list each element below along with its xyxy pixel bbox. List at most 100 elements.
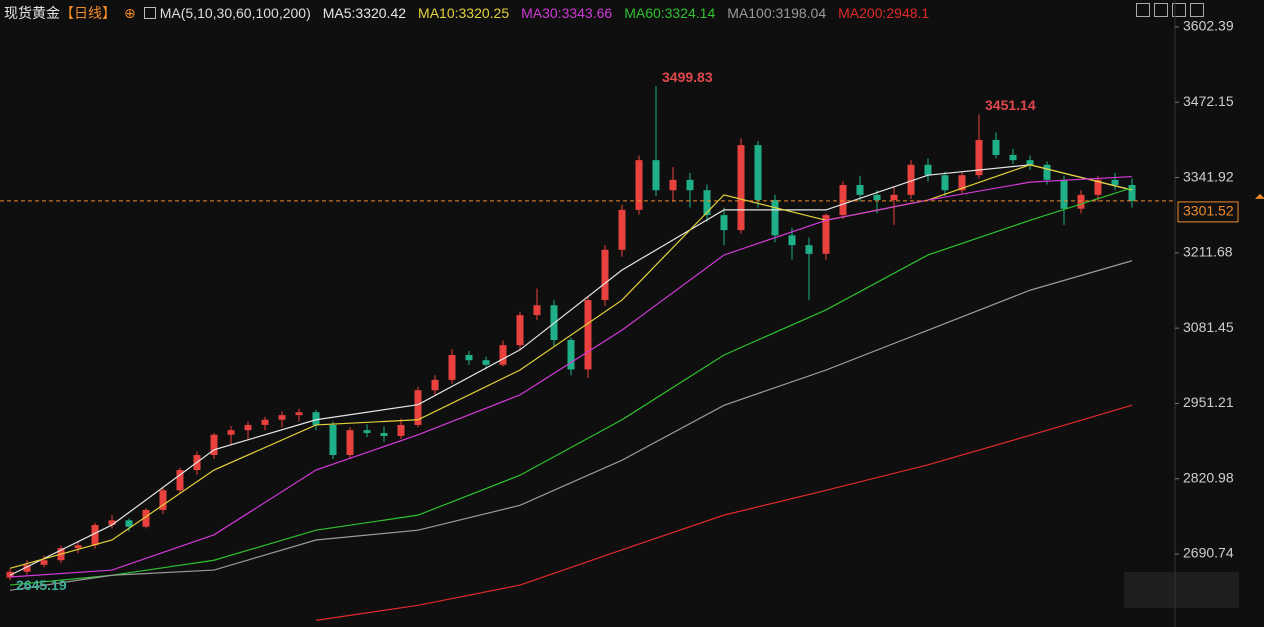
candle-body: [907, 164, 915, 195]
candle-body: [703, 190, 711, 216]
candle-body: [601, 249, 609, 301]
last-price-box: [1177, 201, 1239, 223]
candle-body: [839, 185, 847, 216]
candle-body: [278, 415, 286, 420]
candle-body: [448, 354, 456, 380]
candle-body: [856, 185, 864, 195]
candle-body: [805, 245, 813, 254]
candle-body: [227, 430, 235, 435]
candle-body: [295, 412, 303, 416]
ma-line: [9, 260, 1133, 591]
candle-body: [1094, 179, 1102, 195]
y-tick-label: 3341.92: [1183, 168, 1234, 184]
legend-entry: MA200:2948.1: [838, 5, 930, 21]
indicator-icon[interactable]: [143, 7, 156, 19]
y-tick-label: 2690.74: [1183, 545, 1234, 561]
candle-body: [40, 560, 48, 565]
toolbar-button[interactable]: [1190, 3, 1204, 17]
candle-body: [686, 179, 694, 191]
y-tick-label: 2951.21: [1183, 394, 1234, 410]
candle-body: [414, 390, 422, 425]
toolbar-button[interactable]: [1136, 3, 1150, 17]
y-tick-label: 3472.15: [1183, 93, 1234, 109]
candle-body: [873, 194, 881, 201]
candle-body: [533, 305, 541, 316]
last-price-label: 3301.52: [1183, 203, 1234, 219]
candle-body: [992, 139, 1000, 155]
low-annotation: 2645.19: [16, 577, 67, 593]
candle-body: [261, 419, 269, 425]
candle-body: [397, 424, 405, 436]
toolbar-button[interactable]: [1154, 3, 1168, 17]
candle-body: [312, 412, 320, 425]
candle-body: [618, 209, 626, 250]
plot-area: [6, 86, 1136, 621]
header: 现货黄金 【日线】 ⊕ MA(5,10,30,60,100,200) MA5:3…: [4, 4, 929, 22]
legend-entry: MA60:3324.14: [624, 5, 716, 21]
ma-line: [9, 175, 1133, 578]
candle-body: [1128, 185, 1136, 201]
candle-body: [1026, 160, 1034, 165]
candle-body: [822, 215, 830, 254]
candle-body: [635, 160, 643, 210]
candle-body: [346, 430, 354, 456]
candle-body: [754, 145, 762, 201]
candle-body: [363, 430, 371, 434]
candle-body: [74, 545, 82, 549]
legend-entry: MA10:3320.25: [418, 5, 510, 21]
candle-body: [108, 520, 116, 525]
candle-body: [652, 160, 660, 191]
candle-body: [1060, 179, 1068, 209]
candle-body: [142, 509, 150, 527]
candle-body: [482, 360, 490, 365]
candle-body: [210, 434, 218, 456]
candle-body: [669, 179, 677, 191]
candle-body: [1077, 194, 1085, 209]
ma-line: [315, 404, 1133, 621]
legend-entry: MA30:3343.66: [521, 5, 613, 21]
candle-body: [1009, 154, 1017, 161]
toolbar: [1136, 3, 1204, 17]
candle-body: [771, 200, 779, 236]
y-tick-label: 2820.98: [1183, 469, 1234, 485]
candle-body: [788, 235, 796, 246]
high-annotation: 3451.14: [985, 97, 1036, 113]
legend-entry: MA100:3198.04: [727, 5, 827, 21]
candle-body: [431, 379, 439, 391]
candle-body: [244, 424, 252, 431]
candle-body: [380, 433, 388, 436]
candle-body: [499, 345, 507, 365]
candle-body: [1111, 179, 1119, 186]
candle-body: [329, 424, 337, 456]
y-tick-label: 3211.68: [1183, 244, 1233, 260]
ma-line: [9, 164, 1133, 576]
candle-body: [516, 315, 524, 346]
high-annotation: 3499.83: [662, 69, 713, 85]
candle-body: [584, 300, 592, 370]
toolbar-button[interactable]: [1172, 3, 1186, 17]
candle-body: [737, 145, 745, 231]
period[interactable]: 【日线】: [60, 5, 116, 21]
candle-body: [159, 490, 167, 510]
indicator-name: MA(5,10,30,60,100,200): [159, 5, 311, 21]
candle-body: [567, 339, 575, 370]
y-tick-label: 3081.45: [1183, 319, 1234, 335]
watermark: [1124, 572, 1239, 608]
legend-entry: MA5:3320.42: [322, 5, 407, 21]
instrument-title: 现货黄金: [4, 5, 60, 21]
candle-body: [975, 139, 983, 176]
candle-body: [1043, 164, 1051, 180]
candle-body: [176, 470, 184, 491]
add-button[interactable]: ⊕: [124, 4, 136, 21]
candle-body: [465, 354, 473, 361]
ma-line: [9, 187, 1133, 586]
y-tick-label: 3602.39: [1183, 18, 1234, 34]
candle-body: [941, 175, 949, 191]
ma-line: [9, 164, 1133, 569]
candle-body: [720, 215, 728, 231]
candle-body: [125, 520, 133, 527]
candle-body: [23, 564, 31, 572]
candle-body: [91, 524, 99, 546]
